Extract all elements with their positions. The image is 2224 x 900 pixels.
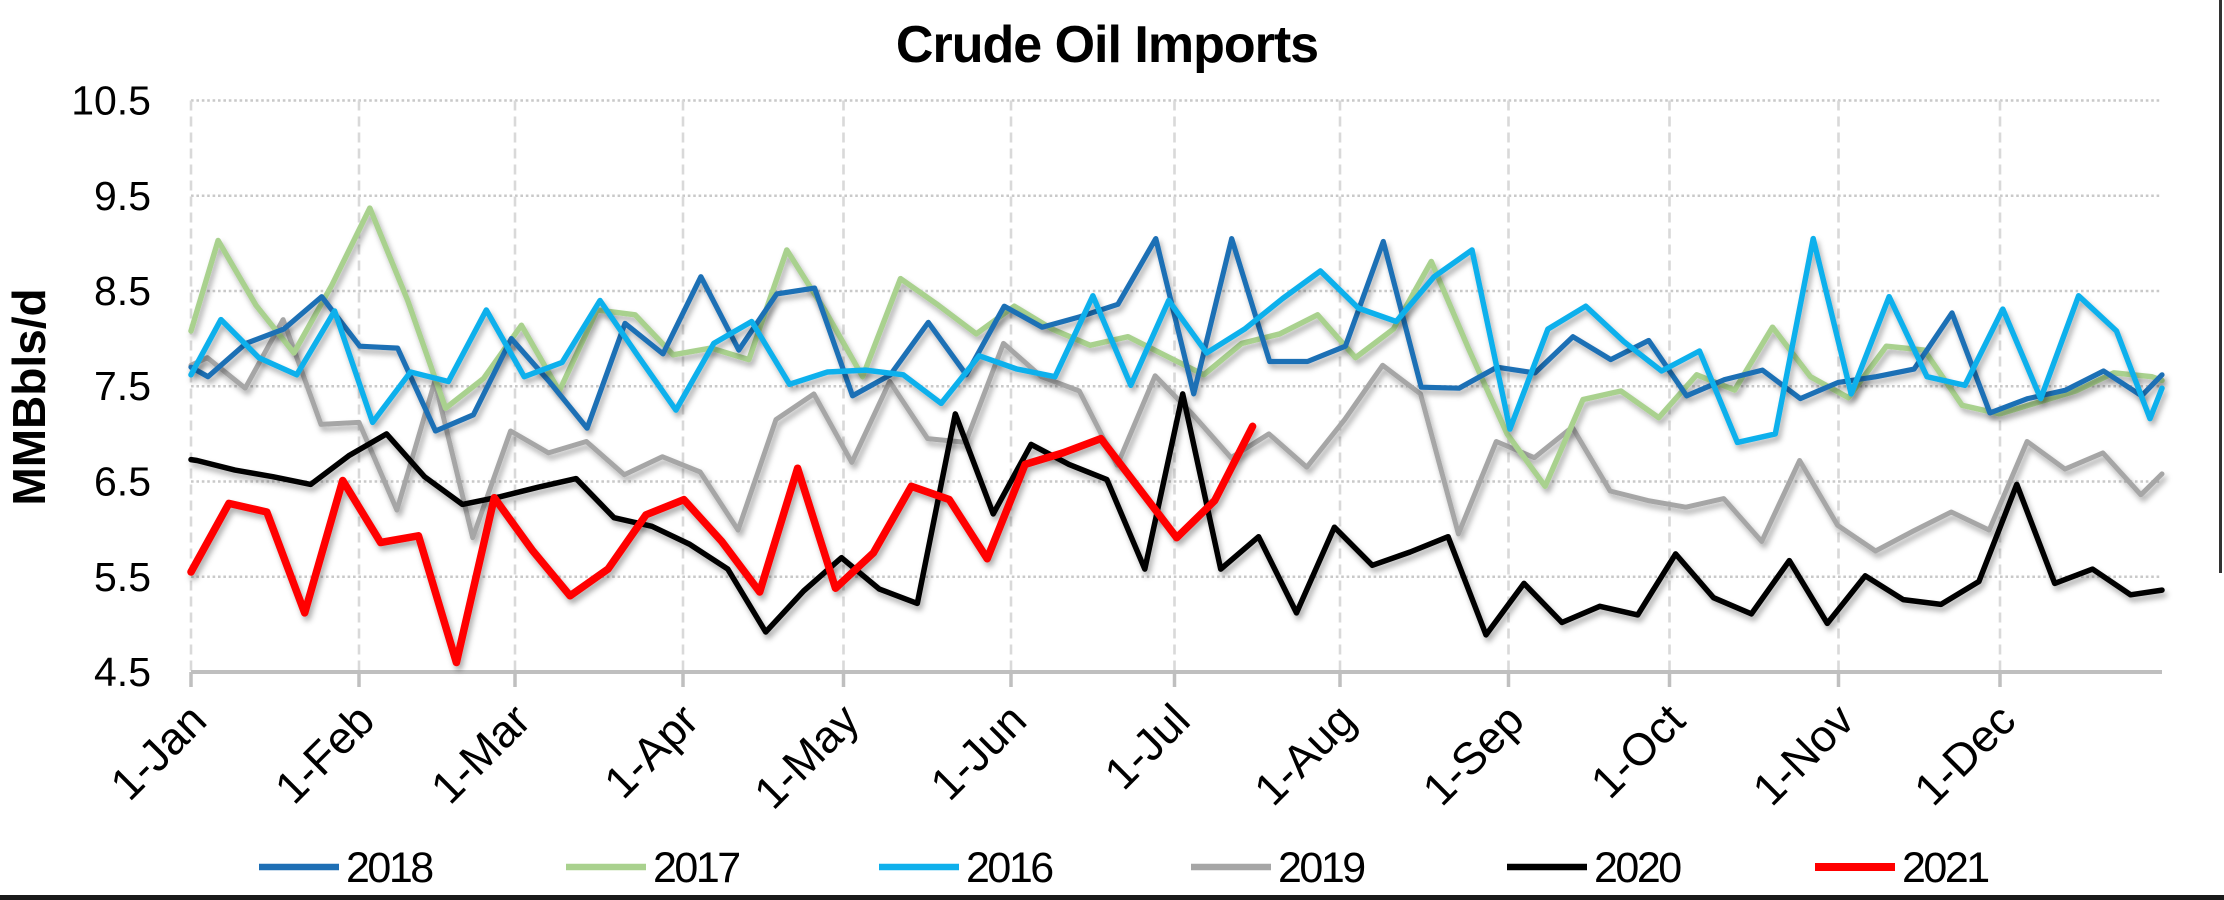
svg-text:2018: 2018 [346,844,433,892]
svg-text:6.5: 6.5 [94,459,151,505]
svg-text:8.5: 8.5 [94,268,151,314]
svg-text:2020: 2020 [1594,844,1681,892]
svg-text:2017: 2017 [653,844,739,892]
svg-text:MMBbls/d: MMBbls/d [3,288,55,505]
svg-text:4.5: 4.5 [94,649,151,695]
svg-text:2016: 2016 [966,844,1053,892]
svg-text:7.5: 7.5 [94,363,151,409]
svg-text:Crude Oil Imports: Crude Oil Imports [896,16,1318,74]
svg-text:9.5: 9.5 [94,173,151,219]
svg-text:5.5: 5.5 [94,554,151,600]
svg-text:2021: 2021 [1902,844,1988,892]
svg-text:2019: 2019 [1278,844,1364,892]
svg-text:10.5: 10.5 [71,78,151,124]
